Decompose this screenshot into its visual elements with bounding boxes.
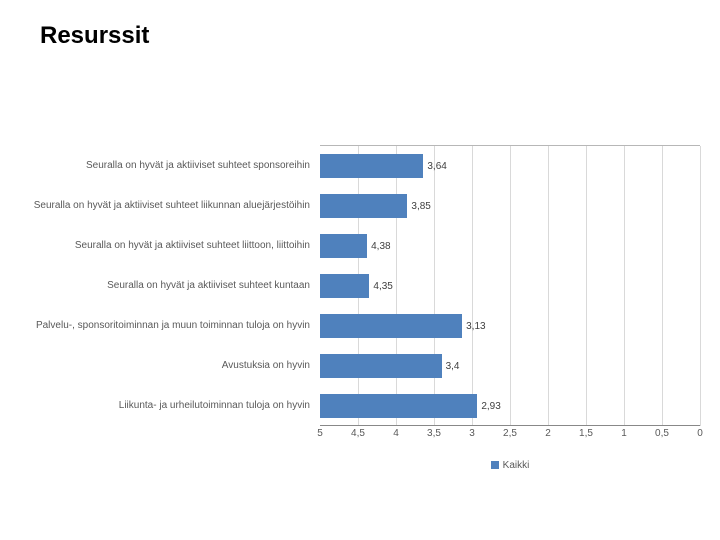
x-tick-label: 0,5: [655, 428, 669, 439]
chart-row: Palvelu-, sponsoritoiminnan ja muun toim…: [320, 306, 700, 346]
bar: [320, 154, 423, 178]
x-tick-label: 1,5: [579, 428, 593, 439]
plot-area: Seuralla on hyvät ja aktiiviset suhteet …: [320, 145, 700, 426]
chart-row: Liikunta- ja urheilutoiminnan tuloja on …: [320, 386, 700, 426]
chart-row: Seuralla on hyvät ja aktiiviset suhteet …: [320, 226, 700, 266]
chart-row: Seuralla on hyvät ja aktiiviset suhteet …: [320, 266, 700, 306]
x-tick-label: 4,5: [351, 428, 365, 439]
bar-chart: Seuralla on hyvät ja aktiiviset suhteet …: [320, 145, 700, 445]
x-tick-label: 3: [469, 428, 475, 439]
value-label: 2,93: [477, 386, 500, 426]
slide: Resurssit Seuralla on hyvät ja aktiivise…: [0, 0, 720, 540]
legend-swatch: [491, 461, 499, 469]
category-label: Avustuksia on hyvin: [30, 346, 310, 386]
category-label: Seuralla on hyvät ja aktiiviset suhteet …: [30, 146, 310, 186]
x-tick-label: 0: [697, 428, 703, 439]
bar: [320, 274, 369, 298]
category-label: Seuralla on hyvät ja aktiiviset suhteet …: [30, 186, 310, 226]
x-tick-label: 2,5: [503, 428, 517, 439]
category-label: Palvelu-, sponsoritoiminnan ja muun toim…: [30, 306, 310, 346]
x-axis: 5 4,5 4 3,5 3 2,5 2 1,5 1 0,5 0: [320, 425, 700, 446]
value-label: 3,64: [423, 146, 446, 186]
chart-title: Resurssit: [40, 22, 149, 50]
chart-row: Seuralla on hyvät ja aktiiviset suhteet …: [320, 146, 700, 186]
value-label: 3,4: [442, 346, 460, 386]
value-label: 3,85: [407, 186, 430, 226]
chart-row: Seuralla on hyvät ja aktiiviset suhteet …: [320, 186, 700, 226]
category-label: Seuralla on hyvät ja aktiiviset suhteet …: [30, 226, 310, 266]
x-tick-label: 1: [621, 428, 627, 439]
x-tick-label: 2: [545, 428, 551, 439]
bar: [320, 234, 367, 258]
bar: [320, 354, 442, 378]
value-label: 3,13: [462, 306, 485, 346]
bar: [320, 314, 462, 338]
value-label: 4,38: [367, 226, 390, 266]
x-tick-label: 4: [393, 428, 399, 439]
x-tick-label: 3,5: [427, 428, 441, 439]
legend: Kaikki: [320, 460, 700, 471]
chart-row: Avustuksia on hyvin3,4: [320, 346, 700, 386]
value-label: 4,35: [369, 266, 392, 306]
category-label: Seuralla on hyvät ja aktiiviset suhteet …: [30, 266, 310, 306]
bar: [320, 394, 477, 418]
bar: [320, 194, 407, 218]
x-tick-label: 5: [317, 428, 323, 439]
gridline: [700, 146, 701, 426]
category-label: Liikunta- ja urheilutoiminnan tuloja on …: [30, 386, 310, 426]
legend-label: Kaikki: [503, 460, 530, 471]
